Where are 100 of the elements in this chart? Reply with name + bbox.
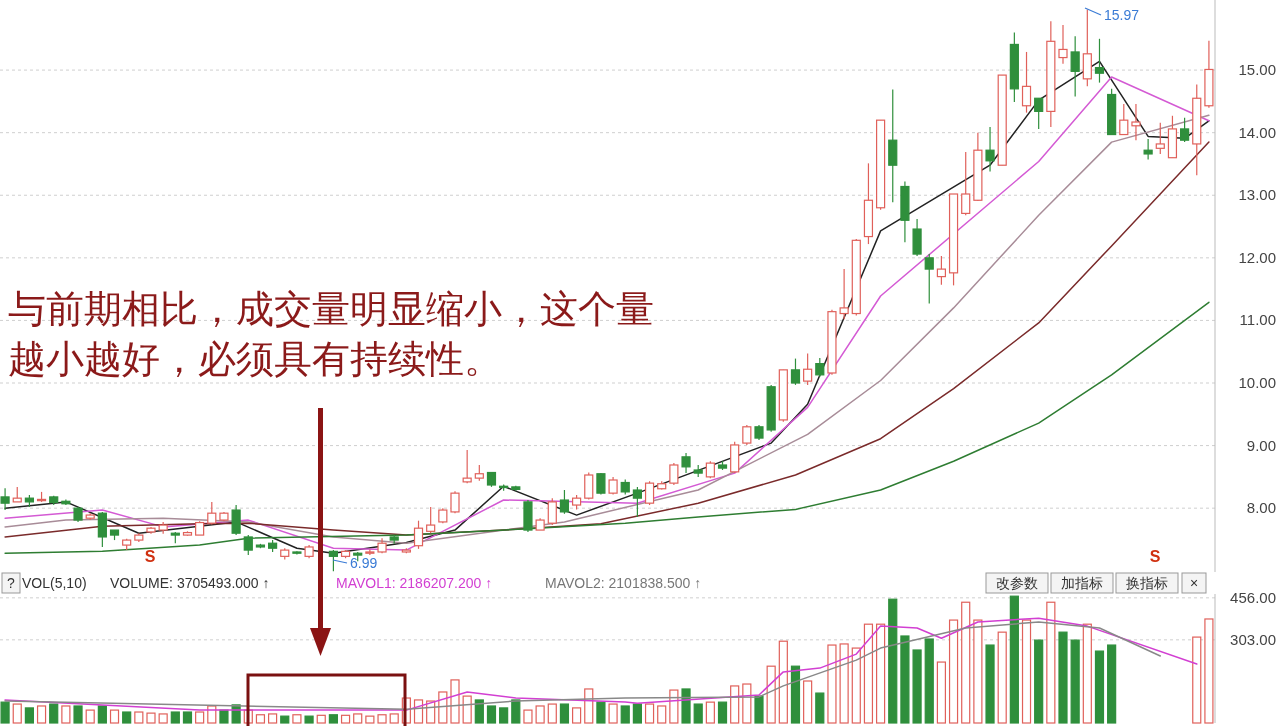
bar [255, 714, 266, 724]
candlestick [644, 480, 655, 506]
y-tick-label: 13.00 [1238, 186, 1276, 204]
bar [1094, 650, 1105, 724]
bar [219, 709, 229, 724]
bar [778, 640, 788, 724]
bar [1046, 601, 1056, 724]
bar [511, 699, 521, 724]
bar [876, 623, 886, 724]
bar [790, 665, 801, 724]
bar [195, 711, 205, 724]
bar [499, 707, 509, 724]
bar [24, 707, 34, 724]
bar [1070, 639, 1080, 724]
bar [924, 638, 934, 724]
candlestick [426, 506, 436, 534]
y-tick-label: 456.00 [1230, 588, 1276, 606]
bar [292, 714, 302, 724]
annotation: S [1149, 548, 1161, 565]
text: VOLUME: 3705493.000 ↑ [110, 575, 270, 591]
bar [353, 713, 363, 724]
bar [389, 713, 399, 724]
candlestick [803, 352, 813, 386]
candlestick [1094, 38, 1105, 84]
text: 改参数 [996, 575, 1038, 591]
annotation: S [144, 548, 156, 565]
candlestick [1180, 117, 1190, 143]
bar [985, 644, 995, 724]
bar [97, 705, 107, 724]
bar [839, 643, 849, 724]
bar [681, 688, 691, 724]
candlestick [1155, 122, 1165, 155]
candlestick [1070, 35, 1080, 97]
candlestick [243, 534, 253, 556]
candlestick [1021, 51, 1032, 114]
candlestick [0, 487, 10, 511]
bar [438, 691, 448, 724]
y-tick-label: 10.00 [1238, 374, 1276, 391]
text: VOL(5,10) [22, 575, 87, 591]
bar [596, 701, 606, 724]
bar [49, 703, 59, 724]
bar [693, 703, 703, 724]
bar [1009, 595, 1019, 724]
candlestick [462, 449, 472, 484]
bar [754, 695, 764, 724]
annotation: 6.99 [350, 555, 378, 571]
bar [827, 644, 837, 724]
text: 加指标 [1061, 575, 1103, 591]
candlestick [985, 126, 995, 173]
bar [523, 709, 533, 724]
bar [36, 705, 47, 724]
candlestick [328, 549, 338, 572]
candlestick [839, 268, 849, 320]
candlestick [790, 358, 801, 386]
bar [888, 598, 898, 724]
text: 换指标 [1126, 575, 1168, 591]
bar [1192, 636, 1202, 724]
bar [657, 705, 667, 724]
bar [158, 713, 168, 724]
bar [547, 703, 557, 724]
bar [1034, 639, 1044, 724]
y-tick-label: 15.00 [1238, 61, 1276, 79]
candlestick [1119, 103, 1129, 136]
bar [328, 714, 338, 724]
bar [377, 714, 387, 724]
bar [705, 701, 715, 724]
bar [900, 635, 910, 724]
bar [109, 709, 120, 724]
bar [632, 703, 642, 724]
bar [620, 705, 630, 724]
bar [134, 711, 144, 724]
bar [486, 705, 497, 724]
candlestick [547, 497, 557, 526]
candlestick [1058, 24, 1068, 65]
text: MAVOL1: 2186207.200 ↑ [336, 575, 493, 591]
candlestick [669, 462, 679, 486]
y-tick-label: 9.00 [1246, 436, 1276, 454]
candlestick [961, 151, 971, 216]
bar [669, 689, 679, 724]
bar [730, 685, 740, 724]
candlestick [1143, 138, 1153, 161]
bar [474, 699, 484, 724]
y-tick-label: 11.00 [1239, 311, 1276, 329]
text: × [1189, 575, 1199, 591]
bar [742, 683, 752, 724]
bar [559, 703, 570, 724]
text: MAVOL2: 2101838.500 ↑ [545, 575, 702, 591]
candlestick [924, 253, 934, 305]
bar [85, 709, 95, 724]
bar [1021, 619, 1032, 724]
bar [182, 711, 193, 724]
bar [12, 703, 22, 724]
bar [644, 703, 655, 724]
bar [717, 701, 728, 724]
bar [936, 661, 946, 724]
bar [1058, 631, 1068, 724]
bar [61, 705, 71, 724]
bar [997, 631, 1007, 724]
y-tick-label: 14.00 [1238, 123, 1276, 141]
y-tick-label: 12.00 [1238, 248, 1276, 266]
